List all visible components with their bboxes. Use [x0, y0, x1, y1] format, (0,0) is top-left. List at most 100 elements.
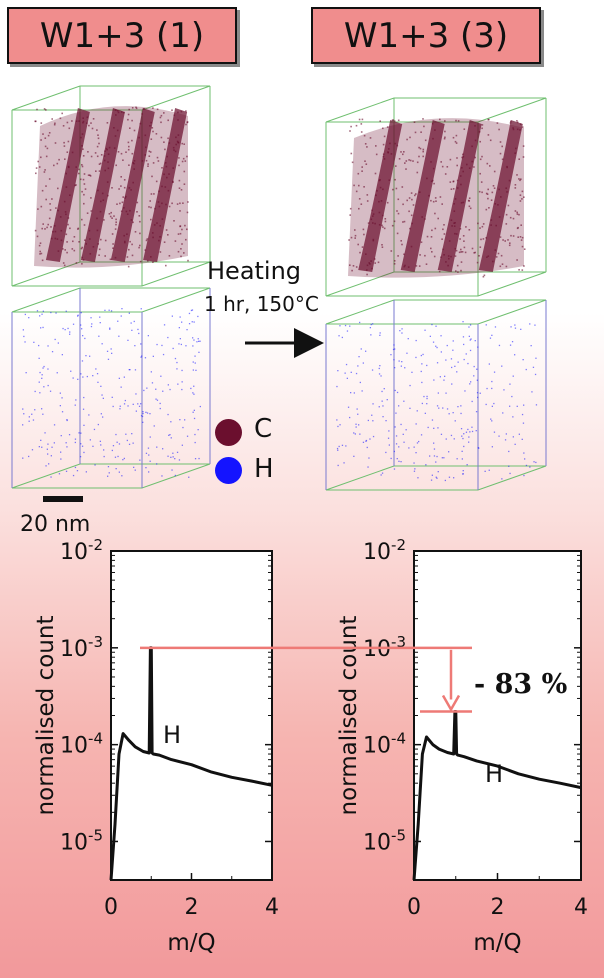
hydrogen-atom	[181, 321, 183, 323]
carbon-atom	[382, 214, 384, 217]
carbon-atom	[71, 120, 73, 122]
hydrogen-atom	[155, 388, 157, 390]
hydrogen-atom	[65, 310, 67, 312]
hydrogen-atom	[476, 392, 479, 394]
carbon-atom	[428, 194, 430, 197]
carbon-atom	[184, 160, 187, 162]
hydrogen-atom	[491, 446, 493, 448]
hydrogen-atom	[445, 438, 447, 440]
hydrogen-atom	[82, 335, 84, 337]
hydrogen-atom	[523, 474, 525, 477]
carbon-atom	[118, 188, 120, 190]
hydrogen-atom	[49, 390, 52, 392]
hydrogen-atom	[343, 462, 345, 464]
carbon-atom	[165, 264, 167, 267]
hydrogen-atom	[370, 323, 372, 326]
carbon-atom	[393, 220, 396, 223]
carbon-atom	[81, 190, 83, 193]
carbon-atom	[179, 210, 181, 212]
carbon-atom	[359, 251, 361, 254]
carbon-atom	[402, 221, 404, 223]
hydrogen-atom	[451, 366, 453, 369]
hydrogen-atom	[193, 321, 195, 323]
hydrogen-atom	[493, 371, 496, 373]
carbon-atom	[131, 119, 133, 122]
carbon-atom	[371, 209, 373, 212]
carbon-atom	[48, 217, 51, 220]
hydrogen-atom	[359, 321, 361, 324]
hydrogen-atom	[174, 474, 176, 477]
hydrogen-atom	[461, 450, 463, 452]
hydrogen-atom	[339, 325, 341, 327]
hydrogen-atom	[396, 458, 398, 460]
x-tick-label: 4	[574, 895, 588, 920]
carbon-atom	[422, 150, 424, 153]
carbon-atom	[480, 238, 482, 241]
hydrogen-atom	[96, 373, 99, 375]
hydrogen-atom	[125, 433, 127, 435]
peak-label: H	[485, 760, 503, 788]
hydrogen-atom	[127, 405, 129, 407]
carbon-atom	[48, 132, 51, 134]
carbon-atom	[419, 254, 421, 256]
carbon-atom	[149, 200, 151, 202]
hydrogen-atom	[43, 386, 45, 388]
carbon-atom	[45, 155, 48, 158]
hydrogen-atom	[433, 379, 435, 381]
hydrogen-atom	[85, 471, 87, 473]
carbon-atom	[123, 207, 125, 209]
carbon-atom	[499, 265, 502, 268]
hydrogen-atom	[149, 460, 151, 462]
hydrogen-atom	[336, 419, 338, 421]
hydrogen-atom	[388, 430, 390, 432]
carbon-atom	[104, 169, 106, 172]
carbon-atom	[434, 212, 436, 215]
carbon-atom	[167, 189, 170, 192]
hydrogen-atom	[178, 327, 180, 329]
hydrogen-atom	[41, 377, 43, 379]
carbon-atom	[498, 188, 500, 191]
carbon-atom	[397, 212, 400, 215]
hydrogen-atom	[81, 328, 83, 330]
carbon-atom	[424, 218, 426, 220]
hydrogen-atom	[169, 434, 171, 436]
carbon-atom	[125, 151, 127, 153]
carbon-atom	[107, 153, 110, 155]
carbon-atom	[393, 260, 396, 262]
hydrogen-atom	[156, 463, 158, 465]
hydrogen-atom	[108, 472, 110, 474]
hydrogen-atom	[193, 385, 195, 387]
carbon-atom	[410, 245, 413, 248]
carbon-atom	[450, 219, 453, 221]
carbon-atom	[178, 179, 181, 182]
carbon-atom	[158, 205, 161, 208]
carbon-atom	[395, 165, 397, 167]
hydrogen-atom	[394, 426, 396, 428]
hydrogen-atom	[427, 426, 429, 429]
carbon-atom	[423, 125, 425, 128]
carbon-atom	[462, 156, 465, 158]
hydrogen-atom	[356, 408, 358, 410]
carbon-atom	[184, 224, 186, 227]
hydrogen-atom	[65, 470, 68, 472]
hydrogen-atom	[121, 475, 123, 477]
carbon-atom	[474, 156, 476, 159]
hydrogen-atom	[194, 441, 196, 444]
carbon-atom	[490, 219, 493, 221]
carbon-atom	[128, 145, 130, 148]
carbon-atom	[458, 251, 461, 254]
hydrogen-atom	[33, 341, 35, 343]
hydrogen-atom	[457, 406, 459, 408]
hydrogen-atom	[139, 459, 141, 461]
carbon-atom	[473, 252, 475, 254]
carbon-atom	[486, 162, 489, 165]
carbon-atom	[165, 203, 167, 206]
hydrogen-atom	[194, 458, 197, 460]
hydrogen-atom	[43, 365, 45, 368]
hydrogen-atom	[355, 423, 357, 425]
carbon-atom	[441, 203, 443, 205]
carbon-atom	[497, 252, 500, 255]
carbon-atom	[522, 145, 525, 147]
hydrogen-atom	[440, 335, 442, 337]
carbon-atom	[498, 128, 500, 131]
